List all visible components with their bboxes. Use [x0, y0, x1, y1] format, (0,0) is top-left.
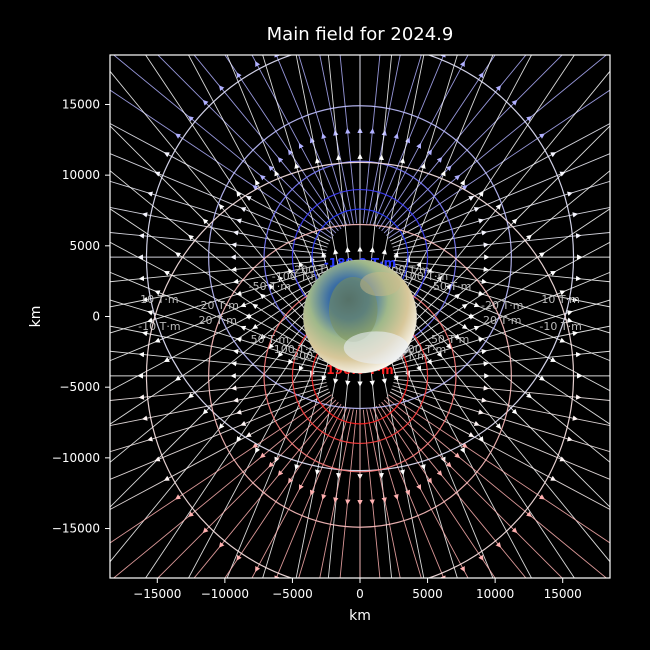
- svg-text:10 T·m: 10 T·m: [140, 293, 178, 306]
- ytick-label: −5000: [59, 380, 100, 394]
- ytick-label: −10000: [52, 451, 100, 465]
- svg-text:10 T·m: 10 T·m: [541, 293, 579, 306]
- xtick-label: −15000: [133, 587, 181, 601]
- plot-title: Main field for 2024.9: [267, 24, 454, 45]
- ytick-label: −15000: [52, 522, 100, 536]
- plot-svg: -10 T·m-10 T·m-20 T·m-20 T·m-50 T·m-50 T…: [0, 0, 650, 650]
- svg-text:-10 T·m: -10 T·m: [539, 320, 581, 333]
- figure: -10 T·m-10 T·m-20 T·m-20 T·m-50 T·m-50 T…: [0, 0, 650, 650]
- y-axis-label: km: [28, 306, 44, 328]
- xtick-label: 5000: [412, 587, 443, 601]
- xtick-label: 0: [356, 587, 364, 601]
- ytick-label: 15000: [62, 97, 100, 111]
- svg-text:20 T·m: 20 T·m: [483, 314, 521, 327]
- svg-text:20 T·m: 20 T·m: [199, 314, 237, 327]
- ytick-label: 10000: [62, 168, 100, 182]
- ytick-label: 5000: [69, 239, 100, 253]
- xtick-label: 10000: [476, 587, 514, 601]
- xtick-label: −10000: [201, 587, 249, 601]
- xtick-label: 15000: [544, 587, 582, 601]
- xtick-label: −5000: [272, 587, 313, 601]
- x-axis-label: km: [349, 608, 371, 624]
- svg-text:-10 T·m: -10 T·m: [138, 320, 180, 333]
- svg-text:-20 T·m: -20 T·m: [481, 299, 523, 312]
- svg-text:-20 T·m: -20 T·m: [197, 299, 239, 312]
- ytick-label: 0: [92, 310, 100, 324]
